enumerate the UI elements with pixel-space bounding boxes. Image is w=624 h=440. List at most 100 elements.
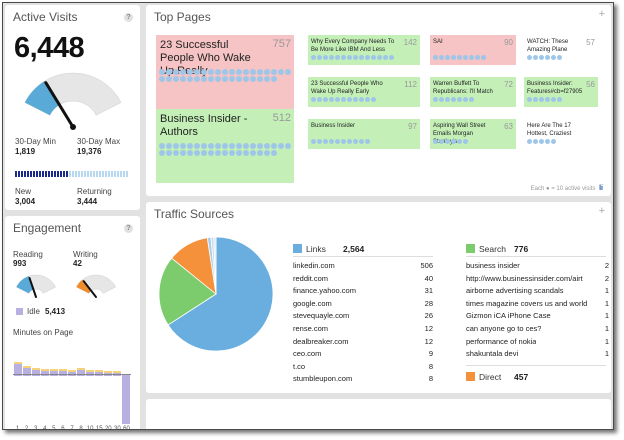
visit-dot [243,143,249,149]
top-page-tile[interactable]: Business Insider 97 [308,119,420,149]
minutes-tick-label: 15 [95,426,103,430]
minutes-tick-label: 3 [34,426,38,430]
visit-dot [208,76,214,82]
source-count: 26 [424,311,433,321]
tile-dots [527,55,563,61]
expand-icon[interactable]: + [598,8,605,20]
footnote-brand[interactable]: li [599,185,603,192]
visit-dot [311,55,316,60]
tile-title: SAI [433,39,443,45]
source-count: 40 [424,273,433,283]
visit-dot [159,69,165,75]
visit-dot [243,69,249,75]
source-name[interactable]: dealbreaker.com [293,336,349,346]
top-page-tile[interactable]: Warren Buffett To Republicans: I'll Matc… [430,77,516,107]
visit-dot [539,139,544,144]
source-name[interactable]: ceo.com [293,349,322,359]
visit-dot [201,150,207,156]
pie-slice[interactable] [158,257,217,326]
visit-dot [215,150,221,156]
active-visits-gauge [24,72,122,130]
source-name[interactable]: can anyone go to ces? [466,324,542,333]
traffic-sources-panel: Traffic Sources + Links 2,564 linkedin.c… [146,202,611,393]
minutes-bar [104,371,113,376]
tile-title: 23 Successful People Who Wake Up Really … [311,81,383,95]
visit-dot [236,69,242,75]
visit-dot [229,150,235,156]
source-name[interactable]: reddit.com [293,273,329,283]
source-name[interactable]: http://www.businessinsider.com/airt [466,273,583,283]
visit-dot [229,76,235,82]
visit-dot [173,150,179,156]
search-total: 776 [514,244,529,254]
tile-dots [159,69,294,83]
source-name[interactable]: google.com [293,298,332,308]
visit-dot [229,143,235,149]
dashboard-frame: Active Visits ? 6,448 30-Day Min 1,819 3… [2,2,614,430]
source-name[interactable]: shakuntala devi [466,349,519,359]
minutes-axis [13,374,131,375]
tile-dots [433,139,469,145]
top-page-tile[interactable]: Here Are The 17 Hottest, Craziest [524,119,598,149]
visit-dot [433,139,438,144]
minutes-bar [31,368,40,376]
help-icon[interactable]: ? [124,224,133,233]
visit-dot [187,69,193,75]
visit-dot [257,143,263,149]
minutes-bar [58,369,67,376]
source-name[interactable]: rense.com [293,324,329,333]
visit-dot [250,76,256,82]
tile-title: Business Insider: Features#cb=f27905 [527,81,583,95]
engagement-title: Engagement [13,221,82,235]
source-name[interactable]: t.co [293,361,306,371]
visit-dot [215,76,221,82]
visit-dot [475,55,480,60]
search-swatch [466,244,475,253]
tile-title: 23 Successful People Who Wake Up Really [160,39,251,77]
reading-gauge [16,274,56,298]
top-page-tile[interactable]: SAI 90 [430,35,516,65]
source-name[interactable]: airborne advertising scandals [466,286,564,296]
visit-dot [557,97,562,102]
visit-dot [187,76,193,82]
top-page-tile[interactable]: Business Insider - Authors 512 [156,109,294,183]
source-name[interactable]: Gizmon iCA iPhone Case [466,311,551,321]
top-page-tile[interactable]: Aspiring Wall Street Emails Morgan Stanl… [430,119,516,149]
source-name[interactable]: times magazine covers us and world [466,298,588,308]
visit-dot [329,139,334,144]
visit-dot [389,55,394,60]
source-name[interactable]: stumbleupon.com [293,374,353,384]
min-label: 30-Day Min [15,137,56,146]
visit-dot [250,150,256,156]
top-page-tile[interactable]: Business Insider: Features#cb=f27905 56 [524,77,598,107]
help-icon[interactable]: ? [124,13,133,22]
tile-dots [433,97,475,103]
visit-dot [180,69,186,75]
visit-dot [551,97,556,102]
visit-dot [215,143,221,149]
top-page-tile[interactable]: WATCH: These Amazing Plane 57 [524,35,598,65]
minutes-bar [77,368,86,376]
tile-count: 142 [403,38,417,47]
direct-total: 457 [514,372,529,382]
source-name[interactable]: linkedin.com [293,261,335,270]
source-name[interactable]: stevequayle.com [293,311,350,321]
source-name[interactable]: business insider [466,261,520,270]
source-name[interactable]: performance of nokia [466,336,537,346]
minutes-label: Minutes on Page [13,328,74,337]
visit-dot [317,55,322,60]
source-name[interactable]: finance.yahoo.com [293,286,356,296]
source-count: 8 [428,374,433,384]
expand-icon[interactable]: + [598,205,605,217]
top-page-tile[interactable]: 23 Successful People Who Wake Up Really 7… [156,35,294,109]
visit-dot [359,139,364,144]
visit-dot [377,55,382,60]
visit-dot [194,76,200,82]
source-count: 12 [424,324,433,333]
top-page-tile[interactable]: 23 Successful People Who Wake Up Really … [308,77,420,107]
top-page-tile[interactable]: Why Every Company Needs To Be More Like … [308,35,420,65]
pie-slice[interactable] [167,236,274,352]
visit-dot [159,143,165,149]
pie-slice[interactable] [213,236,217,295]
visit-dot [180,150,186,156]
